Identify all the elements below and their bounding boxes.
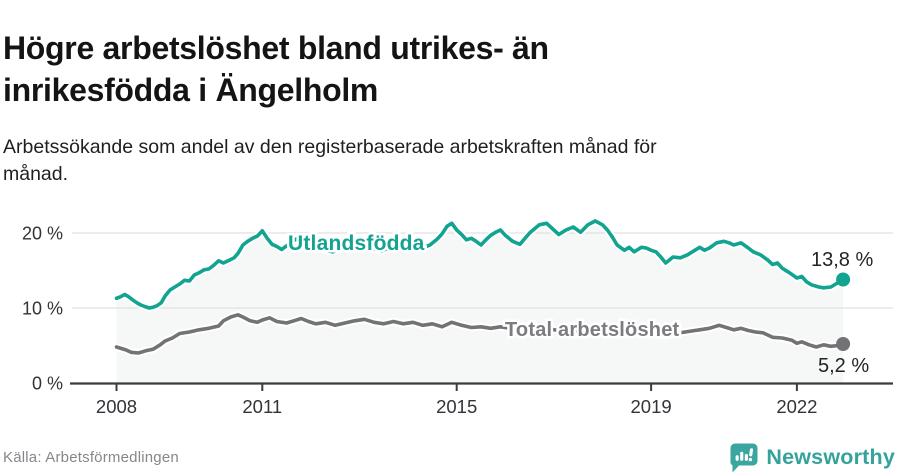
y-tick-label-20: 20 % [22,224,63,244]
logo-bar-2 [740,451,744,461]
series-line-1 [114,312,845,355]
subtitle-line-2: månad. [3,162,69,185]
end-value-label-0: 13,8 % [811,249,873,271]
logo-exclamation-bar [749,447,754,456]
title-line-2: inrikesfödda i Ängelholm [3,72,379,109]
logo-bar-1 [735,454,740,461]
y-tick-label-0: 0 % [32,374,63,394]
source-text: Källa: Arbetsförmedlingen [3,449,179,466]
logo-bar-3 [745,453,749,461]
chart-subtitle: Arbetssökande som andel av den registerb… [3,134,833,188]
subtitle-line-1: Arbetssökande som andel av den registerb… [3,135,657,158]
newsworthy-logo: Newsworthy [729,441,895,473]
series-end-dot-1 [836,337,851,351]
x-tick-label-2008: 2008 [96,396,137,417]
series-line-0 [114,219,845,310]
logo-bubble-shape [730,443,758,472]
series-label-1: Total arbetslöshet [505,319,680,341]
y-tick-label-10: 10 % [22,299,63,319]
page-title: Högre arbetslöshet bland utrikes- än inr… [3,27,763,111]
x-tick-label-2022: 2022 [776,396,817,417]
x-tick-label-2015: 2015 [436,396,477,417]
x-tick-label-2011: 2011 [242,396,282,417]
series-end-dot-0 [836,272,851,287]
newsworthy-logo-text: Newsworthy [766,444,895,469]
end-value-label-1: 5,2 % [818,355,869,377]
x-tick-label-2019: 2019 [631,396,672,417]
newsworthy-logo-icon [730,443,758,472]
series-label-0: Utlandsfödda [288,232,425,255]
title-line-1: Högre arbetslöshet bland utrikes- än [3,30,549,67]
logo-exclamation-dot [749,457,753,461]
